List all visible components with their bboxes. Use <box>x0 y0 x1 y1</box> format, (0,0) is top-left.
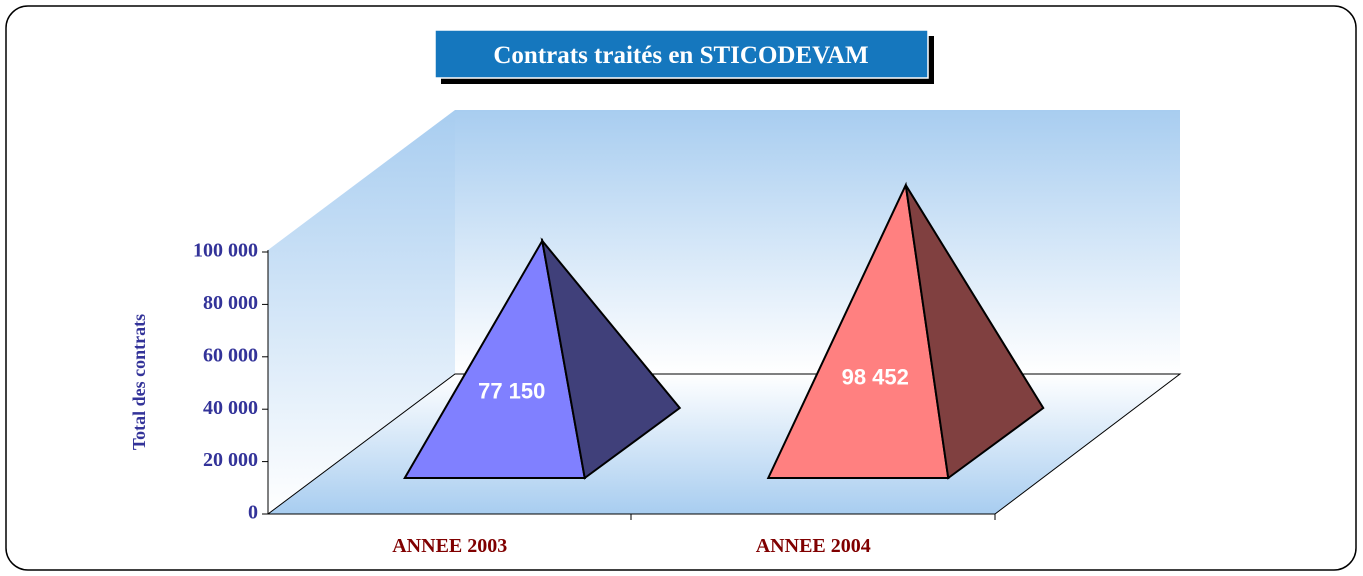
y-axis-label: Total des contrats <box>129 314 149 450</box>
y-tick-label: 60 000 <box>203 344 258 366</box>
y-tick-label: 20 000 <box>203 449 258 471</box>
pyramid-side <box>540 237 682 480</box>
value-label: 98 452 <box>842 364 909 389</box>
x-tick-label: ANNEE 2004 <box>756 535 871 557</box>
back-wall <box>455 110 1180 374</box>
y-tick-label: 100 000 <box>193 240 258 262</box>
x-tick-label: ANNEE 2003 <box>392 535 507 557</box>
y-tick-label: 40 000 <box>203 397 258 419</box>
value-label: 77 150 <box>478 378 545 403</box>
side-wall <box>268 110 455 514</box>
y-tick-label: 0 <box>248 502 258 524</box>
title-box <box>434 29 929 79</box>
chart-title: Contrats traités en STICODEVAM <box>493 42 868 69</box>
y-tick-label: 80 000 <box>203 292 258 314</box>
pyramid-side <box>904 184 1045 480</box>
